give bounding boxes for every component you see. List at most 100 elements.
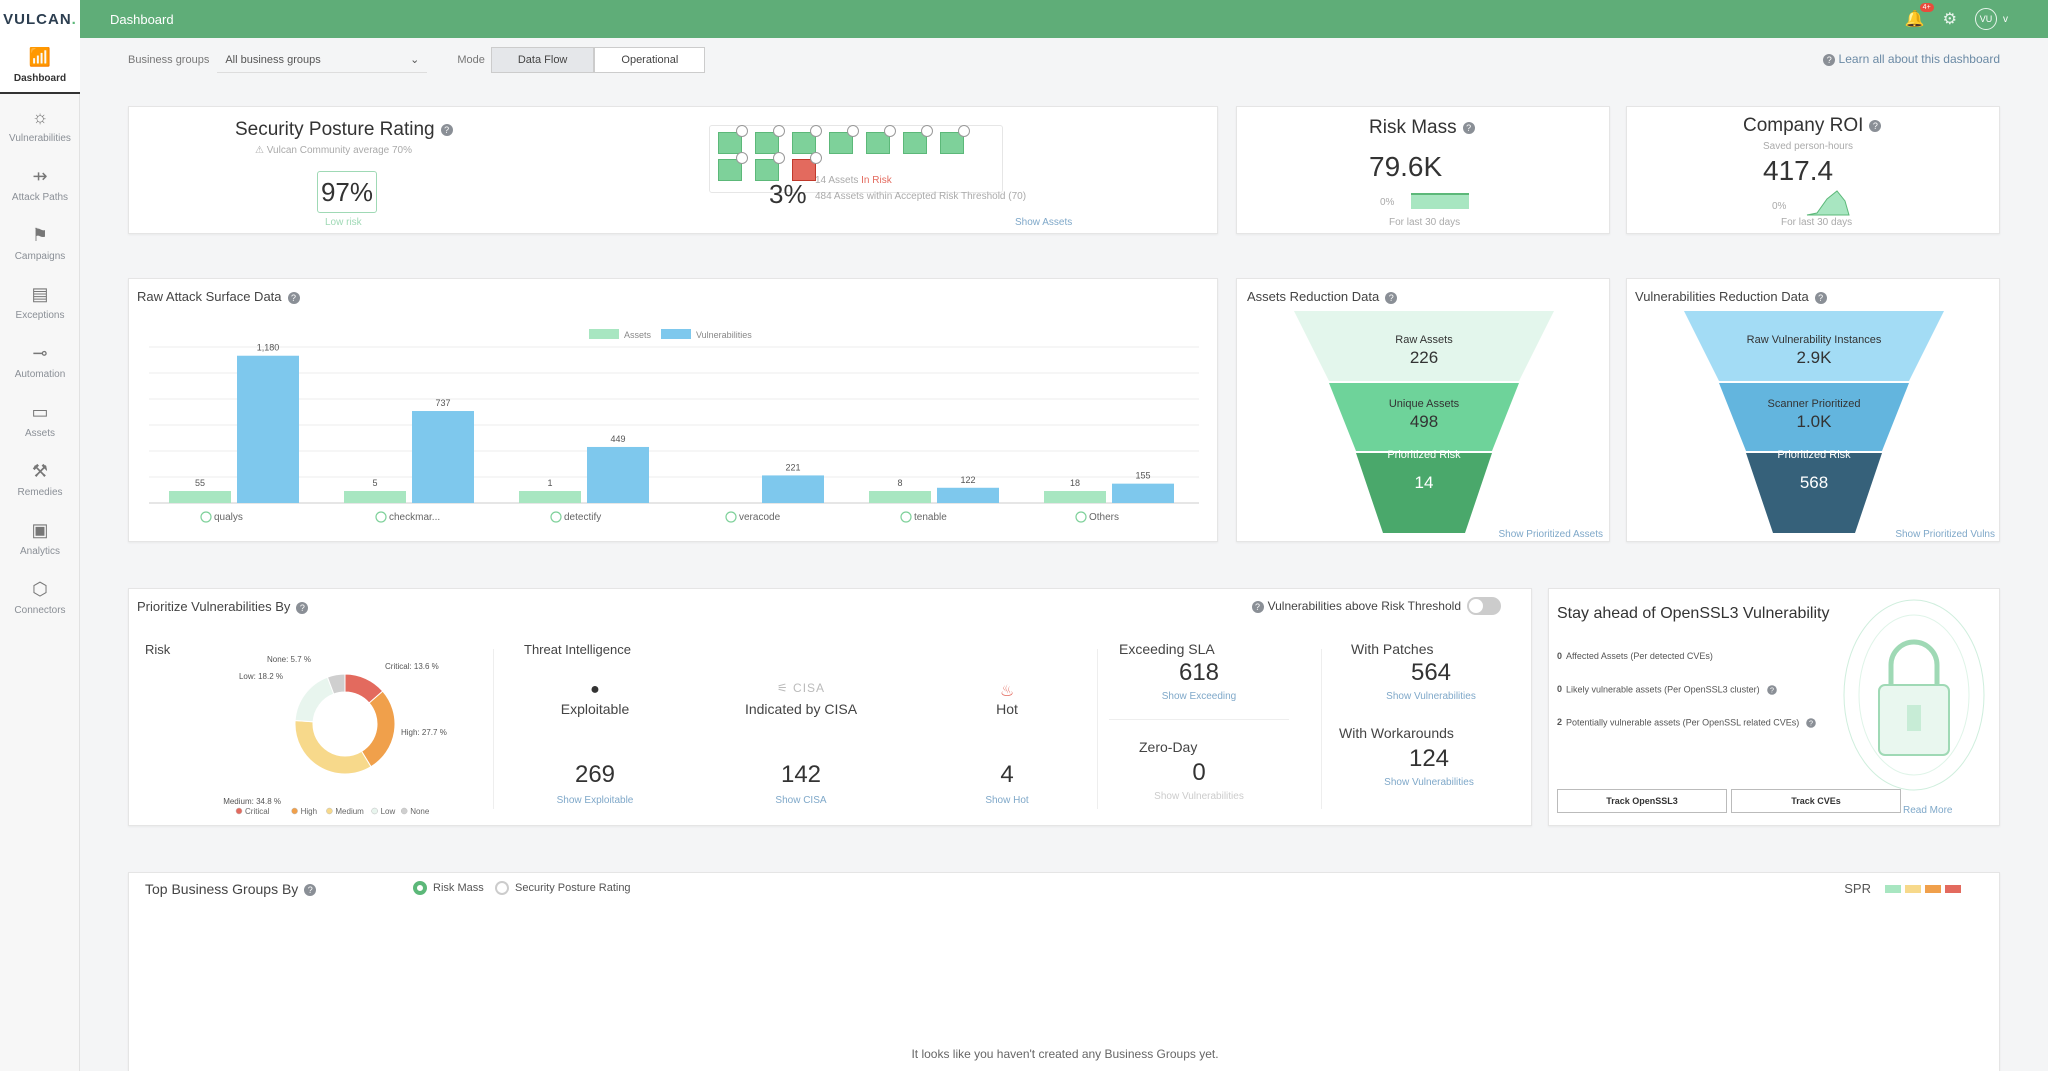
sidebar-item-connectors[interactable]: ⬡ Connectors bbox=[0, 569, 80, 625]
show-exceeding-link[interactable]: Show Exceeding bbox=[1161, 691, 1237, 702]
assets-reduction-title: Assets Reduction Data? bbox=[1247, 289, 1398, 304]
roi-value: 417.4 bbox=[1763, 155, 1834, 186]
donut-slice-medium bbox=[294, 720, 372, 775]
help-icon[interactable]: ? bbox=[1806, 718, 1817, 728]
help-icon[interactable]: ? bbox=[1385, 291, 1398, 304]
roi-subtitle: Saved person-hours bbox=[1763, 141, 1854, 152]
track-cves-button[interactable]: Track CVEs bbox=[1731, 789, 1901, 813]
help-icon[interactable]: ? bbox=[1869, 119, 1882, 132]
risk-mass-value: 79.6K bbox=[1369, 151, 1443, 182]
openssl-stat-line: 2 Potentially vulnerable assets (Per Open… bbox=[1557, 717, 1817, 729]
show-cisa-link[interactable]: Show CISA bbox=[775, 795, 827, 806]
donut-legend-label: Critical bbox=[245, 807, 270, 816]
business-groups-label: Business groups bbox=[128, 54, 210, 66]
donut-slice-none bbox=[326, 673, 346, 695]
sidebar-item-label: Attack Paths bbox=[11, 191, 69, 203]
help-icon[interactable]: ? bbox=[1251, 600, 1264, 613]
roi-title: Company ROI? bbox=[1743, 115, 1882, 137]
read-more-link[interactable]: Read More bbox=[1903, 805, 1953, 816]
check-circle-icon bbox=[900, 511, 912, 523]
category-tick-label: veracode bbox=[739, 512, 781, 523]
empty-groups-message: It looks like you haven't created any Bu… bbox=[911, 1047, 1219, 1061]
help-icon[interactable]: ? bbox=[1462, 121, 1475, 134]
analytics-icon: ▣ bbox=[31, 519, 49, 540]
automation-icon: ⊸ bbox=[32, 342, 48, 363]
sidebar-item-label: Assets bbox=[24, 427, 55, 439]
sidebar-item-label: Analytics bbox=[19, 545, 60, 557]
category-tick-label: detectify bbox=[564, 512, 601, 523]
plug-icon: ⬡ bbox=[32, 578, 48, 599]
bar-assets-0 bbox=[169, 491, 231, 503]
radio-security-posture[interactable]: Security Posture Rating bbox=[495, 881, 631, 895]
sidebar-item-exceptions[interactable]: ▤ Exceptions bbox=[0, 274, 80, 330]
help-icon[interactable]: ? bbox=[287, 291, 300, 304]
business-groups-value: All business groups bbox=[225, 53, 321, 66]
risk-donut-chart: Critical: 13.6 % High: 27.7 % Medium: 34.8… bbox=[223, 655, 447, 816]
company-roi-card: Company ROI? Saved person-hours 417.4 0%… bbox=[1626, 106, 2000, 234]
sidebar-item-attack-paths[interactable]: ⇸ Attack Paths bbox=[0, 156, 80, 212]
show-hot-link[interactable]: Show Hot bbox=[985, 795, 1029, 806]
show-patched-vulns-link[interactable]: Show Vulnerabilities bbox=[1386, 691, 1476, 702]
risk-mass-axis-zero: 0% bbox=[1380, 197, 1395, 208]
check-circle-icon bbox=[550, 511, 562, 523]
risk-mass-sparkline bbox=[1411, 193, 1469, 209]
divider bbox=[1109, 719, 1289, 720]
sidebar-item-analytics[interactable]: ▣ Analytics bbox=[0, 510, 80, 566]
category-tick-label: tenable bbox=[914, 512, 947, 523]
risk-section-title: Risk bbox=[145, 642, 171, 657]
openssl-stat-line: 0 Likely vulnerable assets (Per OpenSSL3 … bbox=[1557, 684, 1778, 696]
asset-ok-icon bbox=[903, 125, 933, 154]
show-workaround-vulns-link[interactable]: Show Vulnerabilities bbox=[1384, 777, 1474, 788]
mode-data-flow-button[interactable]: Data Flow bbox=[490, 47, 595, 73]
track-openssl-button[interactable]: Track OpenSSL3 bbox=[1557, 789, 1727, 813]
raw-attack-title: Raw Attack Surface Data? bbox=[137, 289, 300, 304]
vulns-reduction-card: Vulnerabilities Reduction Data? Raw Vuln… bbox=[1626, 278, 2000, 542]
notifications-bell-icon[interactable]: 🔔 4+ bbox=[1905, 3, 1934, 29]
sidebar-item-assets[interactable]: ▭ Assets bbox=[0, 392, 80, 448]
show-assets-link[interactable]: Show Assets bbox=[1015, 217, 1073, 228]
sidebar-item-label: Remedies bbox=[17, 486, 63, 498]
clipboard-icon: ▤ bbox=[31, 283, 49, 304]
show-zero-day-link[interactable]: Show Vulnerabilities bbox=[1154, 791, 1244, 802]
assets-reduction-card: Assets Reduction Data? Raw Assets 226 Un… bbox=[1236, 278, 1610, 542]
sidebar-item-campaigns[interactable]: ⚑ Campaigns bbox=[0, 215, 80, 271]
top-business-groups-card: Top Business Groups By? Risk Mass Securi… bbox=[128, 872, 2000, 1071]
user-avatar[interactable]: VU bbox=[1975, 8, 1997, 30]
sidebar-item-remedies[interactable]: ⚒ Remedies bbox=[0, 451, 80, 507]
bar-value-label: 155 bbox=[1135, 471, 1150, 481]
help-icon[interactable]: ? bbox=[296, 601, 309, 614]
openssl-stat-line: 0 Affected Assets (Per detected CVEs) bbox=[1557, 651, 1713, 661]
sidebar-item-dashboard[interactable]: 📶 Dashboard bbox=[0, 38, 80, 94]
legend-dot bbox=[235, 807, 243, 815]
asset-ok-icon bbox=[718, 125, 748, 154]
help-icon[interactable]: ? bbox=[1766, 685, 1777, 695]
top-groups-title: Top Business Groups By? bbox=[145, 881, 317, 897]
show-prioritized-assets-link[interactable]: Show Prioritized Assets bbox=[1498, 529, 1604, 540]
help-icon[interactable]: ? bbox=[440, 123, 453, 136]
learn-dashboard-link[interactable]: ? Learn all about this dashboard bbox=[1817, 52, 2000, 66]
openssl-title: Stay ahead of OpenSSL3 Vulnerability bbox=[1557, 605, 1830, 622]
show-prioritized-vulns-link[interactable]: Show Prioritized Vulns bbox=[1895, 529, 1995, 540]
sidebar-item-label: Dashboard bbox=[13, 72, 67, 84]
risk-mass-period: For last 30 days bbox=[1389, 217, 1461, 228]
bar-vulnerabilities-1 bbox=[412, 411, 474, 503]
bar-value-label: 18 bbox=[1070, 478, 1080, 488]
sidebar-item-label: Campaigns bbox=[14, 250, 66, 262]
sidebar-item-vulnerabilities[interactable]: ☼ Vulnerabilities bbox=[0, 97, 80, 153]
bar-vulnerabilities-4 bbox=[937, 487, 999, 503]
asset-ok-icon bbox=[866, 125, 896, 154]
mode-operational-button[interactable]: Operational bbox=[594, 47, 706, 73]
radio-risk-mass[interactable]: Risk Mass bbox=[413, 881, 484, 895]
help-icon[interactable]: ? bbox=[1814, 291, 1827, 304]
sidebar-item-automation[interactable]: ⊸ Automation bbox=[0, 333, 80, 389]
funnel-scanner-prioritized-label: Scanner Prioritized bbox=[1767, 398, 1861, 410]
help-icon[interactable]: ? bbox=[304, 884, 317, 897]
filter-bar: Business groups All business groups ⌄ Mo… bbox=[128, 46, 706, 74]
above-threshold-toggle[interactable] bbox=[1467, 597, 1501, 615]
asset-ok-icon bbox=[829, 125, 859, 154]
show-exploitable-link[interactable]: Show Exploitable bbox=[556, 795, 634, 806]
business-groups-select[interactable]: All business groups ⌄ bbox=[217, 47, 428, 73]
vulcan-logo[interactable]: VULCAN. bbox=[0, 0, 80, 38]
threat-exploitable: ● Exploitable 269 Show Exploitable bbox=[505, 681, 685, 806]
settings-gear-icon[interactable]: ⚙ bbox=[1942, 11, 1957, 28]
